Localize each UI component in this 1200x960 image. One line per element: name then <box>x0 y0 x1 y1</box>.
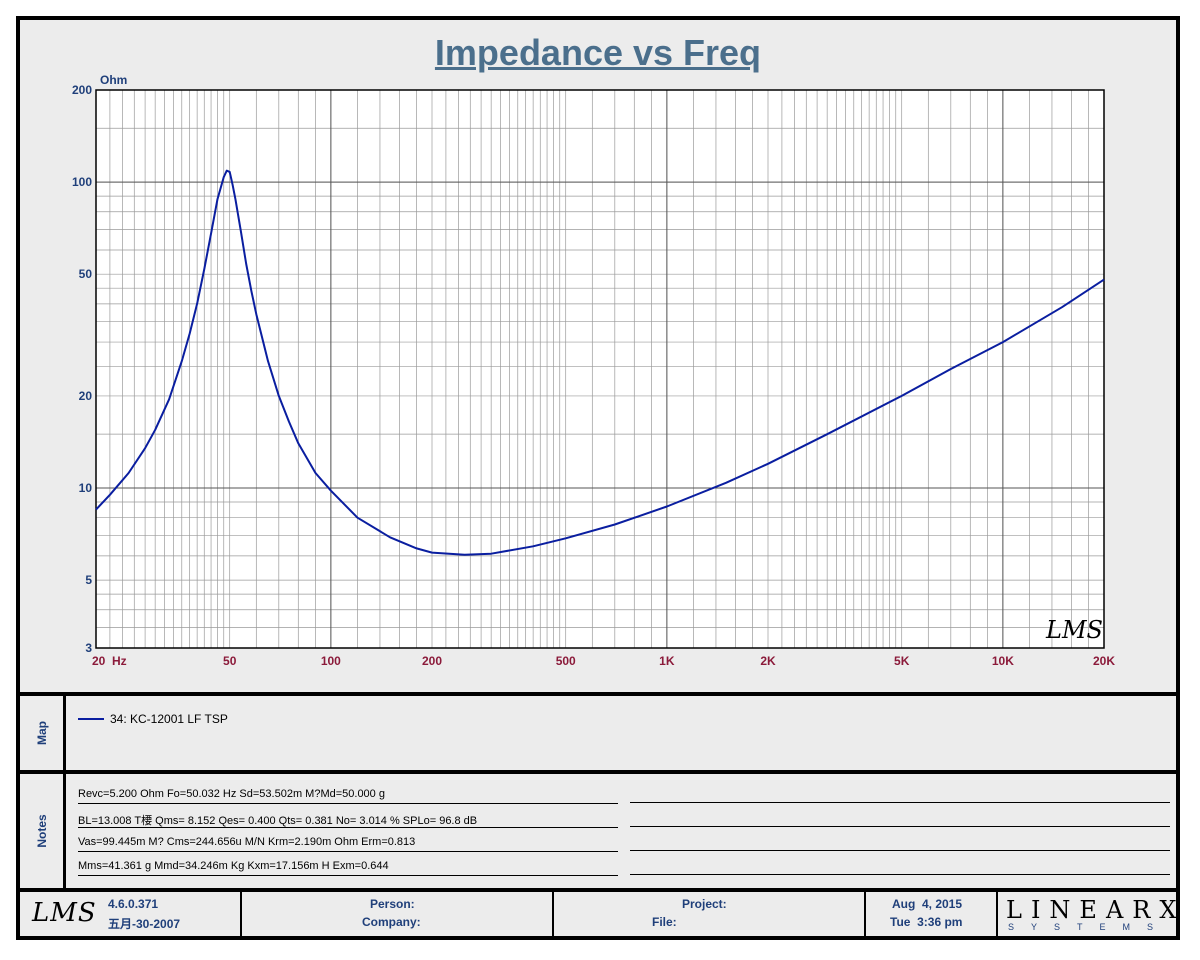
note-line-1: Revc=5.200 Ohm Fo=50.032 Hz Sd=53.502m M… <box>78 788 618 804</box>
lms-watermark: LMS <box>1045 616 1103 644</box>
x-tick-label: 20K <box>1093 654 1115 668</box>
note-line-3: Vas=99.445m M? Cms=244.656u M/N Krm=2.19… <box>78 836 618 852</box>
note-blank-line <box>630 788 1170 803</box>
person-label: Person: <box>370 897 415 911</box>
lms-logo: LMS <box>32 898 97 928</box>
y-tick-label: 20 <box>79 389 93 403</box>
note-line-2: BL=13.008 T楆 Qms= 8.152 Qes= 0.400 Qts= … <box>78 812 618 828</box>
x-tick-label: 20 Hz <box>92 654 127 668</box>
note-line-4: Mms=41.361 g Mmd=34.246m Kg Kxm=17.156m … <box>78 860 618 876</box>
y-axis-label: Ohm <box>100 73 127 87</box>
map-panel: Map 34: KC-12001 LF TSP <box>20 696 1176 770</box>
plot-background <box>96 90 1104 648</box>
impedance-curve <box>95 169 1105 556</box>
impedance-chart: 20 Hz 50 100 200 500 1K 2K 5K 10K 20K 3 5 10 20 50 100 2… <box>72 73 1115 668</box>
note-blank-line <box>630 812 1170 827</box>
notes-side-label: Notes <box>20 774 66 888</box>
separator <box>20 692 1176 696</box>
date-text: Aug 4, 2015 <box>892 897 963 911</box>
chart-title: Impedance vs Freq <box>434 32 762 73</box>
time-text: Tue 3:36 pm <box>890 915 963 929</box>
y-tick-label: 5 <box>85 573 92 587</box>
y-tick-label: 200 <box>72 83 92 97</box>
note-blank-line <box>630 860 1170 875</box>
footer-project-cell: Project: File: <box>554 892 866 936</box>
footer-brand-cell: LINEARX SYSTEMS <box>998 892 1176 936</box>
note-blank-line <box>630 836 1170 851</box>
x-tick-label: 2K <box>760 654 776 668</box>
legend-entry[interactable]: 34: KC-12001 LF TSP <box>78 712 228 726</box>
separator <box>20 888 1176 892</box>
x-tick-label: 50 <box>223 654 237 668</box>
legend-label: 34: KC-12001 LF TSP <box>110 712 228 726</box>
x-tick-label: 10K <box>992 654 1014 668</box>
y-tick-label: 10 <box>79 481 93 495</box>
separator <box>20 770 1176 774</box>
file-label: File: <box>652 915 677 929</box>
x-tick-label: 500 <box>556 654 576 668</box>
plot-area: Impedance vs Freq 20 Hz 50 100 200 500 1K 2K 5K… <box>20 20 1176 692</box>
footer-version-cell: LMS 4.6.0.371 五月-30-2007 <box>20 892 242 936</box>
legend-swatch <box>78 718 104 720</box>
linearx-logo: LINEARX <box>1006 896 1186 924</box>
project-label: Project: <box>682 897 727 911</box>
plot-border <box>95 89 1105 649</box>
y-tick-label: 50 <box>79 267 93 281</box>
x-tick-label: 100 <box>321 654 341 668</box>
map-side-label: Map <box>20 696 66 770</box>
version-text: 4.6.0.371 <box>108 897 159 911</box>
x-tick-label: 1K <box>659 654 675 668</box>
footer-date-cell: Aug 4, 2015 Tue 3:36 pm <box>866 892 998 936</box>
window-frame: Impedance vs Freq 20 Hz 50 100 200 500 1K 2K 5K… <box>16 16 1180 940</box>
company-label: Company: <box>362 915 421 929</box>
footer-person-cell: Person: Company: <box>242 892 554 936</box>
linearx-subtitle: SYSTEMS <box>1008 922 1171 932</box>
x-tick-label: 5K <box>894 654 910 668</box>
notes-panel: Notes Revc=5.200 Ohm Fo=50.032 Hz Sd=53.… <box>20 774 1176 888</box>
y-tick-label: 3 <box>85 641 92 655</box>
y-tick-label: 100 <box>72 175 92 189</box>
build-date-text: 五月-30-2007 <box>108 917 181 931</box>
footer-bar: LMS 4.6.0.371 五月-30-2007 Person: Company… <box>20 892 1176 936</box>
x-tick-label: 200 <box>422 654 442 668</box>
